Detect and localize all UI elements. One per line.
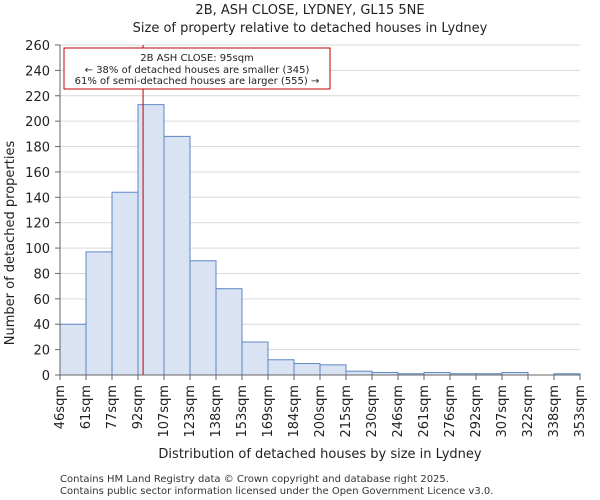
annotation-line-2: ← 38% of detached houses are smaller (34… bbox=[85, 65, 310, 76]
y-tick-label: 140 bbox=[25, 191, 50, 206]
annotation-line-3: 61% of semi-detached houses are larger (… bbox=[75, 76, 320, 87]
x-tick-label: 138sqm bbox=[209, 385, 224, 438]
y-tick-label: 80 bbox=[33, 267, 50, 282]
x-tick-label: 292sqm bbox=[469, 385, 484, 438]
x-tick-label: 184sqm bbox=[287, 385, 302, 438]
y-tick-label: 0 bbox=[42, 369, 50, 384]
y-tick-label: 260 bbox=[25, 39, 50, 54]
bar-184sqm bbox=[293, 363, 321, 376]
bars bbox=[59, 104, 581, 376]
x-tick-label: 261sqm bbox=[417, 385, 432, 438]
footer-line-2: Contains public sector information licen… bbox=[60, 486, 493, 497]
x-axis-label: Distribution of detached houses by size … bbox=[158, 447, 481, 462]
x-tick-label: 338sqm bbox=[547, 385, 562, 438]
x-axis-ticks: 46sqm 61sqm 77sqm 92sqm 107sqm 123sqm 138sqm 15… bbox=[53, 375, 588, 438]
y-tick-label: 60 bbox=[33, 293, 50, 308]
x-tick-label: 92sqm bbox=[131, 385, 146, 429]
bar-169sqm bbox=[267, 359, 295, 376]
y-tick-label: 120 bbox=[25, 217, 50, 232]
x-tick-label: 246sqm bbox=[391, 385, 406, 438]
x-tick-label: 322sqm bbox=[521, 385, 536, 438]
y-tick-label: 220 bbox=[25, 90, 50, 105]
y-axis-label: Number of detached properties bbox=[3, 141, 18, 346]
y-axis-ticks: 0 20 40 60 80 100 120 140 160 180 200 220 240 260 bbox=[25, 39, 60, 384]
bar-123sqm bbox=[189, 260, 217, 376]
x-tick-label: 276sqm bbox=[443, 385, 458, 438]
bar-61sqm bbox=[85, 251, 113, 376]
bar-92sqm bbox=[137, 104, 165, 376]
x-tick-label: 353sqm bbox=[573, 385, 588, 438]
x-tick-label: 230sqm bbox=[365, 385, 380, 438]
x-tick-label: 215sqm bbox=[339, 385, 354, 438]
footer-line-1: Contains HM Land Registry data © Crown c… bbox=[60, 474, 449, 485]
x-tick-label: 307sqm bbox=[495, 385, 510, 438]
x-tick-label: 153sqm bbox=[235, 385, 250, 438]
bar-200sqm bbox=[319, 364, 347, 376]
bar-153sqm bbox=[241, 341, 269, 376]
x-tick-label: 107sqm bbox=[157, 385, 172, 438]
chart-subtitle: Size of property relative to detached ho… bbox=[133, 21, 488, 36]
annotation-line-1: 2B ASH CLOSE: 95sqm bbox=[140, 53, 254, 64]
y-tick-label: 40 bbox=[33, 318, 50, 333]
chart-title: 2B, ASH CLOSE, LYDNEY, GL15 5NE bbox=[195, 3, 424, 18]
y-tick-label: 200 bbox=[25, 115, 50, 130]
x-tick-label: 169sqm bbox=[261, 385, 276, 438]
y-tick-label: 20 bbox=[33, 344, 50, 359]
x-tick-label: 46sqm bbox=[53, 385, 68, 429]
y-tick-label: 160 bbox=[25, 166, 50, 181]
bar-46sqm bbox=[59, 323, 87, 376]
y-tick-label: 240 bbox=[25, 64, 50, 79]
bar-77sqm bbox=[111, 191, 139, 376]
bar-107sqm bbox=[163, 135, 191, 376]
x-tick-label: 77sqm bbox=[105, 385, 120, 429]
x-tick-label: 200sqm bbox=[313, 385, 328, 438]
x-tick-label: 123sqm bbox=[183, 385, 198, 438]
y-tick-label: 180 bbox=[25, 141, 50, 156]
x-tick-label: 61sqm bbox=[79, 385, 94, 429]
y-tick-label: 100 bbox=[25, 242, 50, 257]
bar-215sqm bbox=[345, 370, 373, 376]
bar-138sqm bbox=[215, 288, 243, 376]
annotation-box bbox=[63, 47, 331, 90]
